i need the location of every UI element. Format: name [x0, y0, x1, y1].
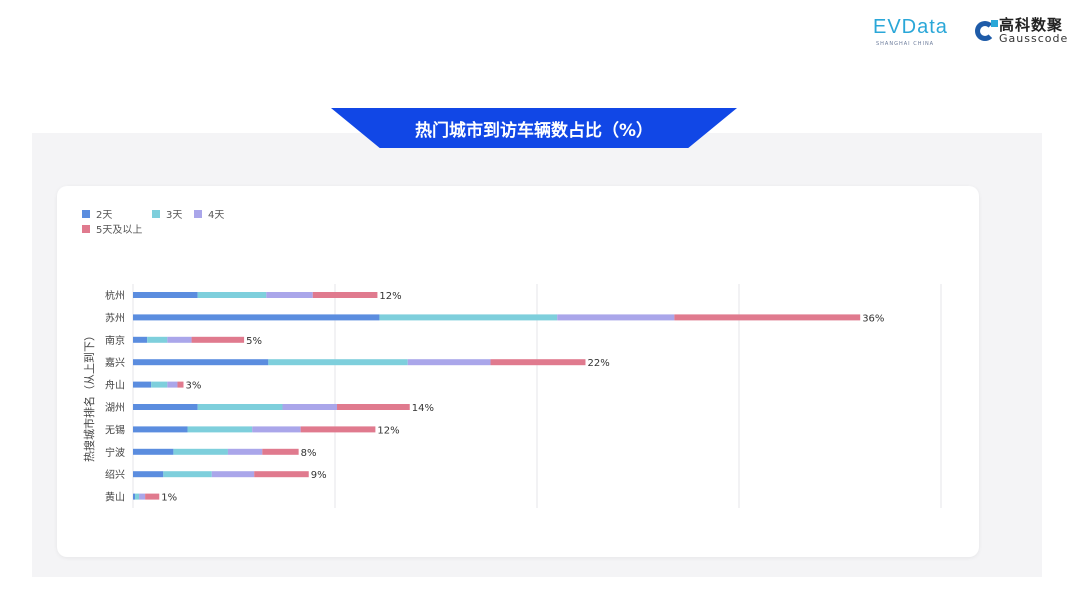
bar-segment — [133, 336, 148, 343]
category-label: 黄山 — [105, 491, 125, 504]
bar-segment — [262, 448, 299, 455]
bar-segment — [227, 448, 263, 455]
evdata-logo-subtitle: SHANGHAI CHINA — [876, 41, 935, 47]
total-label: 36% — [862, 313, 884, 324]
bar-chart: 杭州 12% 苏州 36% 南京 5% 嘉兴 22% 舟山 3% 湖州 14% 无锡 12% 宁波 8% 绍兴 9… — [82, 284, 942, 508]
legend-swatch — [194, 209, 202, 218]
bar-segment — [252, 426, 301, 433]
legend-label: 2天 — [96, 210, 113, 221]
bar-segment — [133, 493, 136, 500]
legend-swatch — [152, 209, 160, 218]
bar-segment — [407, 359, 491, 366]
bar-segment — [300, 426, 376, 433]
bar-segment — [145, 493, 160, 500]
bar-segment — [191, 336, 245, 343]
gausscode-logo-en: Gausscode — [999, 32, 1069, 45]
bar-segment — [211, 471, 255, 478]
legend-item[interactable]: 5天及以上 — [82, 221, 142, 236]
legend-label: 4天 — [208, 210, 225, 221]
total-label: 5% — [246, 336, 262, 347]
category-label: 绍兴 — [105, 468, 125, 481]
bar-segment — [167, 381, 178, 388]
bar-segment — [268, 359, 408, 366]
bar-segment — [133, 381, 152, 388]
bar-segment — [147, 336, 168, 343]
legend-item[interactable]: 2天 — [82, 206, 112, 221]
bar-segment — [187, 426, 253, 433]
evdata-logo: EVData — [873, 16, 948, 38]
bar-segment — [135, 493, 140, 500]
total-label: 8% — [301, 448, 317, 459]
category-label: 宁波 — [105, 446, 125, 459]
bar-segment — [133, 426, 188, 433]
category-label: 嘉兴 — [105, 356, 125, 369]
legend-swatch — [82, 224, 90, 233]
category-label: 湖州 — [105, 402, 125, 414]
legend-label: 5天及以上 — [96, 225, 143, 236]
bar-segment — [173, 448, 228, 455]
bar-segment — [490, 359, 586, 366]
legend-item[interactable]: 4天 — [194, 206, 224, 221]
gausscode-logo-icon — [975, 20, 998, 41]
bar-segment — [177, 381, 184, 388]
bar-segment — [151, 381, 168, 388]
y-axis-label: 热搜城市排名（从上到下） — [82, 330, 96, 462]
bar-segment — [266, 292, 313, 298]
bar-segment — [282, 404, 338, 410]
total-label: 14% — [412, 403, 434, 414]
bar-segment — [133, 314, 380, 321]
category-label: 杭州 — [105, 289, 125, 302]
chart-card: 2天 3天 4天 5天及以上 杭州 12% 苏州 36% 南京 5% 嘉兴 22% 舟山 3% 湖州 14%… — [57, 186, 979, 557]
total-label: 3% — [186, 381, 202, 392]
bar-segment — [133, 448, 174, 455]
gausscode-logo-cn: 高科数聚 — [999, 16, 1064, 34]
category-label: 舟山 — [105, 379, 125, 392]
category-label: 南京 — [105, 334, 125, 347]
bar-segment — [133, 404, 198, 410]
legend-item[interactable]: 3天 — [152, 206, 182, 221]
bar-segment — [312, 292, 378, 298]
bar-segment — [163, 471, 212, 478]
bar-segment — [197, 292, 267, 298]
bar-segment — [133, 292, 198, 298]
bar-segment — [557, 314, 675, 321]
total-label: 12% — [377, 425, 399, 436]
gausscode-logo: 高科数聚 Gausscode — [975, 18, 1068, 44]
bar-segment — [133, 359, 269, 366]
bar-segment — [337, 404, 410, 410]
category-label: 苏州 — [105, 311, 125, 324]
bar-segment — [254, 471, 309, 478]
bar-segment — [379, 314, 558, 321]
total-label: 22% — [587, 358, 609, 369]
legend-swatch — [82, 209, 90, 218]
bar-segment — [167, 336, 192, 343]
total-label: 9% — [311, 470, 327, 481]
bar-segment — [674, 314, 861, 321]
chart-title-banner: 热门城市到访车辆数占比（%） — [331, 108, 737, 148]
total-label: 12% — [379, 291, 401, 302]
category-label: 无锡 — [105, 423, 125, 436]
total-label: 1% — [161, 493, 177, 504]
bar-segment — [197, 404, 283, 410]
legend-label: 3天 — [166, 210, 183, 221]
bar-segment — [139, 493, 146, 500]
bar-segment — [133, 471, 164, 478]
